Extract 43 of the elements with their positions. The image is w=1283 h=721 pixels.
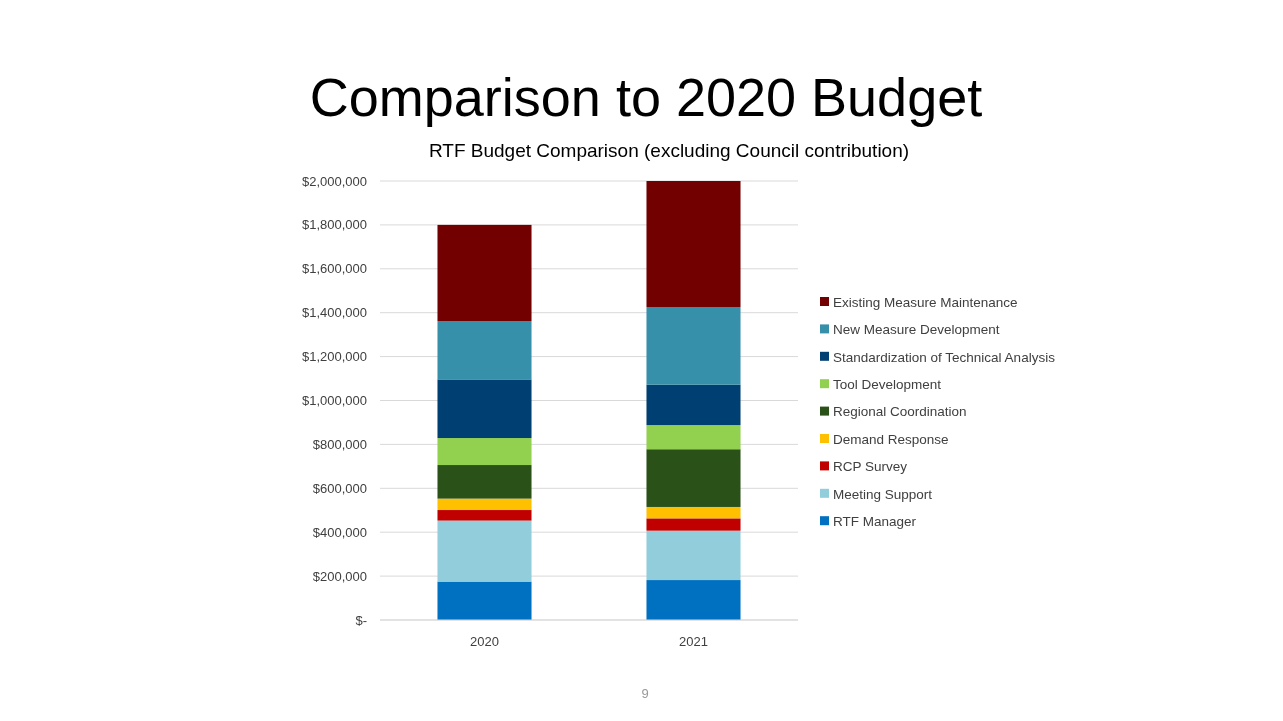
legend-label: Demand Response	[833, 431, 949, 447]
bar	[437, 510, 532, 521]
legend-label: Regional Coordination	[833, 404, 967, 420]
y-tick-label: $800,000	[312, 436, 367, 452]
bar	[437, 520, 532, 582]
bar	[646, 518, 741, 531]
bar	[646, 506, 741, 519]
legend-label: Tool Development	[833, 376, 942, 392]
legend-label: RCP Survey	[833, 459, 908, 475]
legend-label: Existing Measure Maintenance	[833, 294, 1018, 310]
bar	[646, 580, 741, 620]
y-tick-label: $200,000	[312, 568, 367, 584]
bar	[646, 530, 741, 581]
bar	[646, 384, 741, 426]
text: 9	[641, 686, 649, 701]
bar	[646, 181, 741, 307]
legend-label: Standardization of Technical Analysis	[833, 349, 1056, 365]
y-tick-label: $400,000	[312, 524, 367, 540]
bar	[646, 425, 741, 450]
y-tick-label: $1,000,000	[301, 393, 367, 409]
legend-label: Meeting Support	[833, 486, 933, 502]
x-tick-label: 2021	[679, 634, 708, 649]
x-tick-label: 2020	[470, 634, 499, 649]
y-tick-label: $1,800,000	[301, 217, 367, 233]
chart-title: Comparison to 2020 Budget	[309, 67, 983, 127]
bar	[646, 306, 741, 385]
legend-label: RTF Manager	[833, 513, 917, 529]
bar	[437, 465, 532, 499]
y-tick-label: $2,000,000	[301, 173, 367, 189]
bar	[437, 438, 532, 466]
y-tick-label: $1,400,000	[301, 305, 367, 321]
legend-label: New Measure Development	[833, 322, 1000, 338]
y-tick-label: $1,200,000	[301, 349, 367, 365]
y-tick-label: $-	[355, 612, 367, 628]
bar	[646, 449, 741, 507]
y-tick-label: $600,000	[312, 480, 367, 496]
bar	[437, 581, 532, 620]
chart-subtitle: RTF Budget Comparison (excluding Council contribution)	[428, 140, 910, 161]
y-tick-label: $1,600,000	[301, 261, 367, 277]
bar	[437, 321, 532, 380]
bar	[437, 224, 532, 322]
bar	[437, 498, 532, 511]
bar	[437, 379, 532, 439]
